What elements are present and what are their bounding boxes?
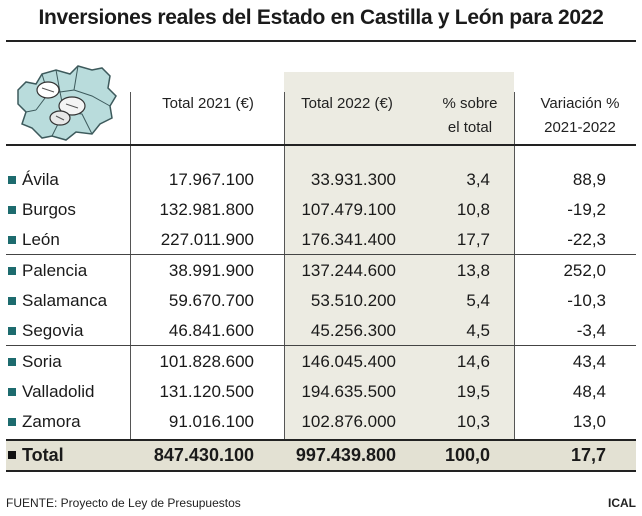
header-variation: Variación % 2021-2022	[528, 92, 632, 140]
total-row-shading	[6, 440, 636, 470]
total-2021-cell: 131.120.500	[159, 382, 254, 401]
province-name: Soria	[22, 352, 62, 371]
variation-cell: -10,3	[567, 291, 606, 310]
header-rule	[6, 144, 636, 146]
pct-cell: 13,8	[456, 261, 490, 280]
total-2021-cell: 227.011.900	[160, 230, 254, 249]
row-bullet-icon	[8, 327, 16, 335]
header-total-2021: Total 2021 (€)	[162, 95, 254, 112]
row-bullet-icon	[8, 206, 16, 214]
header-pct-line1: % sobre	[442, 95, 498, 112]
total-2022-cell: 146.045.400	[301, 352, 396, 371]
variation-cell: -22,3	[567, 230, 606, 249]
pct-cell: 10,3	[456, 412, 490, 431]
total-2021-cell: 59.670.700	[168, 291, 254, 310]
province-name: Ávila	[22, 170, 59, 189]
column-2022-shading	[284, 72, 514, 442]
agency-credit: ICAL	[608, 496, 636, 510]
total-2021-cell: 132.981.800	[159, 200, 254, 219]
total-rule-top	[6, 439, 636, 441]
pct-cell: 17,7	[456, 230, 490, 249]
table-row: Salamanca 59.670.700 53.510.200 5,4 -10,3	[0, 286, 642, 316]
header-variation-line1: Variación %	[540, 95, 620, 112]
row-bullet-icon	[8, 236, 16, 244]
row-bullet-icon	[8, 267, 16, 275]
total-row: Total 847.430.100 997.439.800 100,0 17,7	[0, 440, 642, 470]
column-divider	[130, 92, 131, 440]
province-name: Total	[22, 445, 64, 465]
header-pct: % sobre el total	[430, 92, 510, 140]
table-row: León 227.011.900 176.341.400 17,7 -22,3	[0, 225, 642, 255]
province-name: León	[22, 230, 60, 249]
variation-cell: -3,4	[576, 321, 606, 340]
total-2021-cell: 847.430.100	[153, 445, 254, 465]
header-total-2022: Total 2022 (€)	[301, 95, 393, 112]
total-2022-cell: 33.931.300	[310, 170, 396, 189]
pct-cell: 19,5	[456, 382, 490, 401]
pct-cell: 100,0	[444, 445, 490, 465]
variation-cell: -19,2	[567, 200, 606, 219]
table-row: Segovia 46.841.600 45.256.300 4,5 -3,4	[0, 316, 642, 346]
row-bullet-icon	[8, 358, 16, 366]
variation-cell: 17,7	[570, 445, 606, 465]
column-divider	[514, 92, 515, 440]
table-row: Valladolid 131.120.500 194.635.500 19,5 48,4	[0, 377, 642, 407]
province-name: Zamora	[22, 412, 81, 431]
row-bullet-icon	[8, 451, 16, 459]
column-divider	[284, 92, 285, 440]
total-2022-cell: 53.510.200	[310, 291, 396, 310]
total-2021-cell: 17.967.100	[168, 170, 254, 189]
total-2022-cell: 194.635.500	[301, 382, 396, 401]
header-pct-line2: el total	[447, 119, 493, 136]
pct-cell: 5,4	[466, 291, 490, 310]
total-2022-cell: 102.876.000	[301, 412, 396, 431]
pct-cell: 10,8	[456, 200, 490, 219]
total-2021-cell: 91.016.100	[168, 412, 254, 431]
table-row: Palencia 38.991.900 137.244.600 13,8 252,0	[0, 256, 642, 286]
pct-cell: 3,4	[466, 170, 490, 189]
total-2022-cell: 137.244.600	[301, 261, 396, 280]
group-rule	[6, 254, 636, 255]
total-2022-cell: 107.479.100	[301, 200, 396, 219]
total-2022-cell: 997.439.800	[295, 445, 396, 465]
variation-cell: 48,4	[572, 382, 606, 401]
title-rule	[6, 40, 636, 42]
group-rule	[6, 345, 636, 346]
table-row: Zamora 91.016.100 102.876.000 10,3 13,0	[0, 407, 642, 437]
total-2021-cell: 46.841.600	[168, 321, 254, 340]
province-name: Valladolid	[22, 382, 95, 401]
province-name: Salamanca	[22, 291, 108, 310]
header-variation-line2: 2021-2022	[544, 119, 616, 136]
table-row: Soria 101.828.600 146.045.400 14,6 43,4	[0, 347, 642, 377]
pct-cell: 4,5	[466, 321, 490, 340]
province-name: Burgos	[22, 200, 76, 219]
source-note: FUENTE: Proyecto de Ley de Presupuestos	[6, 496, 241, 510]
castilla-leon-map-icon	[17, 65, 117, 141]
row-bullet-icon	[8, 176, 16, 184]
variation-cell: 88,9	[572, 170, 606, 189]
table-row: Burgos 132.981.800 107.479.100 10,8 -19,2	[0, 195, 642, 225]
total-2021-cell: 101.828.600	[159, 352, 254, 371]
row-bullet-icon	[8, 418, 16, 426]
total-2022-cell: 176.341.400	[301, 230, 396, 249]
province-name: Palencia	[22, 261, 88, 280]
variation-cell: 43,4	[572, 352, 606, 371]
total-2022-cell: 45.256.300	[310, 321, 396, 340]
table-row: Ávila 17.967.100 33.931.300 3,4 88,9	[0, 165, 642, 195]
row-bullet-icon	[8, 297, 16, 305]
variation-cell: 252,0	[563, 261, 606, 280]
total-rule-bottom	[6, 470, 636, 472]
total-2021-cell: 38.991.900	[168, 261, 254, 280]
variation-cell: 13,0	[572, 412, 606, 431]
province-name: Segovia	[22, 321, 84, 340]
chart-title: Inversiones reales del Estado en Castill…	[38, 6, 604, 29]
pct-cell: 14,6	[456, 352, 490, 371]
row-bullet-icon	[8, 388, 16, 396]
